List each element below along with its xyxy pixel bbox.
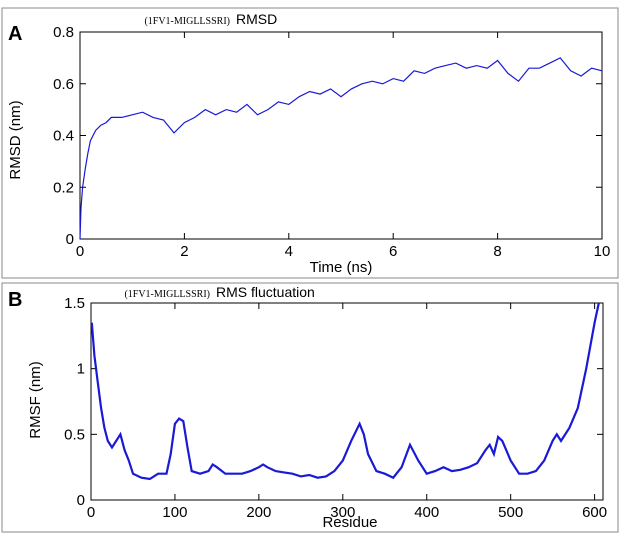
panel-b-x-tick-label: 300 xyxy=(330,504,355,521)
panel-a-x-tick-label: 8 xyxy=(493,243,501,260)
panel-a-y-tick-label: 0.6 xyxy=(53,76,74,93)
panel-b-y-tick-label: 1.5 xyxy=(64,295,85,312)
panel-a-y-tick-label: 0.8 xyxy=(53,24,74,41)
panel-b-y-axis-label: RMSF (nm) xyxy=(27,361,44,439)
panel-a-border xyxy=(1,7,619,279)
panel-a-x-tick-label: 10 xyxy=(594,243,611,260)
panel-b-x-tick-label: 200 xyxy=(246,504,271,521)
panel-b-x-tick-label: 500 xyxy=(498,504,523,521)
panel-a-x-tick-label: 4 xyxy=(285,243,293,260)
panel-b-y-tick-label: 0 xyxy=(77,492,85,509)
panel-a-title-prefix: (1FV1-MIGLLSSRI) xyxy=(144,16,230,27)
panel-a-y-tick-label: 0 xyxy=(66,231,74,248)
panel-b-y-ticks: 0 0.5 1 1.5 xyxy=(64,295,603,509)
panel-a-y-axis-label: RMSD (nm) xyxy=(7,100,24,179)
panel-a-plot-frame xyxy=(79,31,603,240)
panel-b-x-axis-label: Residue xyxy=(322,514,377,531)
panel-b-y-tick-label: 0.5 xyxy=(64,426,85,443)
panel-b-border xyxy=(1,282,619,533)
rmsf-series-line xyxy=(90,302,600,481)
panel-b-x-tick-label: 600 xyxy=(582,504,607,521)
panel-b-x-tick-label: 100 xyxy=(162,504,187,521)
panel-b-x-tick-label: 0 xyxy=(87,504,95,521)
panel-b-title: RMS fluctuation xyxy=(216,284,315,300)
panel-a-x-tick-label: 6 xyxy=(389,243,397,260)
rmsd-panel: A (1FV1-MIGLLSSRI) RMSD 0 0.2 0.4 0.6 0.8 0 2… xyxy=(1,7,619,279)
panel-b-title-prefix: (1FV1-MIGLLSSRI) xyxy=(124,289,210,300)
panel-a-letter: A xyxy=(8,23,22,45)
panel-a-x-axis-label: Time (ns) xyxy=(310,259,373,276)
rmsf-panel: B (1FV1-MIGLLSSRI) RMS fluctuation 0 0.5 1… xyxy=(1,282,619,533)
panel-a-x-tick-label: 0 xyxy=(76,243,84,260)
panel-a-x-tick-label: 2 xyxy=(180,243,188,260)
panel-a-x-ticks: 0 2 4 6 8 10 xyxy=(76,32,611,260)
panel-a-title: RMSD xyxy=(236,11,277,27)
rmsd-series-line xyxy=(79,57,603,240)
panel-a-y-tick-label: 0.4 xyxy=(53,128,74,145)
panel-b-plot-frame xyxy=(90,302,604,501)
panel-a-y-ticks: 0 0.2 0.4 0.6 0.8 xyxy=(53,24,602,248)
panel-b-letter: B xyxy=(8,289,22,311)
panel-b-x-tick-label: 400 xyxy=(414,504,439,521)
panel-a-y-tick-label: 0.2 xyxy=(53,179,74,196)
panel-b-x-ticks: 0 100 200 300 400 500 600 xyxy=(87,303,607,521)
panel-b-y-tick-label: 1 xyxy=(77,361,85,378)
